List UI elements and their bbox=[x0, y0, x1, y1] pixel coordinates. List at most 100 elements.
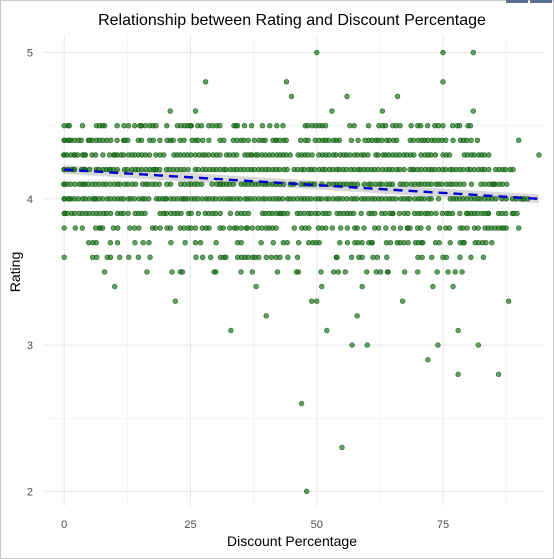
data-point bbox=[273, 225, 279, 231]
data-point bbox=[79, 225, 85, 231]
data-point bbox=[86, 166, 93, 173]
data-point bbox=[334, 254, 340, 261]
data-point bbox=[200, 137, 206, 144]
data-point bbox=[342, 269, 349, 275]
data-point bbox=[390, 225, 397, 231]
data-point bbox=[440, 122, 446, 129]
data-point bbox=[408, 122, 414, 129]
data-point bbox=[192, 240, 199, 246]
data-point bbox=[309, 152, 315, 158]
data-point bbox=[233, 122, 239, 129]
data-point bbox=[72, 225, 78, 231]
data-point bbox=[278, 210, 285, 217]
data-point bbox=[425, 225, 432, 231]
data-point bbox=[230, 181, 237, 187]
data-point bbox=[490, 181, 497, 187]
data-point bbox=[121, 122, 127, 129]
data-point bbox=[140, 240, 146, 246]
data-point bbox=[316, 240, 322, 246]
data-point bbox=[502, 166, 509, 173]
data-point bbox=[227, 225, 233, 231]
data-point bbox=[354, 196, 360, 202]
data-point bbox=[457, 254, 463, 261]
data-point bbox=[475, 225, 481, 231]
data-point bbox=[61, 196, 67, 202]
data-point bbox=[336, 137, 343, 144]
data-point bbox=[263, 254, 269, 261]
data-point bbox=[314, 49, 320, 56]
data-point bbox=[516, 137, 522, 144]
data-point bbox=[120, 152, 127, 158]
data-point bbox=[91, 196, 98, 202]
data-point bbox=[112, 152, 118, 158]
data-point bbox=[407, 196, 413, 202]
data-point bbox=[459, 269, 465, 275]
data-point bbox=[480, 254, 487, 261]
data-point bbox=[66, 196, 72, 202]
data-point bbox=[436, 240, 443, 246]
data-point bbox=[410, 137, 417, 144]
data-point bbox=[238, 269, 244, 275]
data-point bbox=[79, 122, 86, 129]
data-point bbox=[288, 93, 295, 100]
data-point bbox=[429, 254, 435, 261]
data-point bbox=[192, 108, 199, 114]
data-point bbox=[61, 137, 67, 144]
data-point bbox=[369, 240, 375, 246]
data-point bbox=[379, 181, 385, 187]
data-point bbox=[333, 152, 339, 158]
data-point bbox=[354, 181, 361, 187]
data-point bbox=[481, 166, 488, 173]
data-point bbox=[217, 152, 223, 158]
data-point bbox=[329, 108, 335, 114]
data-point bbox=[387, 240, 394, 246]
x-tick-label: 75 bbox=[437, 519, 449, 531]
data-point bbox=[162, 196, 168, 202]
data-point bbox=[178, 210, 184, 217]
data-point bbox=[420, 240, 426, 246]
data-point bbox=[455, 327, 461, 334]
data-point bbox=[120, 196, 127, 202]
data-point bbox=[249, 269, 256, 275]
data-point bbox=[435, 342, 441, 348]
data-point bbox=[78, 137, 85, 144]
data-point bbox=[81, 152, 88, 158]
data-point bbox=[120, 210, 127, 217]
data-point bbox=[256, 254, 262, 261]
data-point bbox=[262, 137, 268, 144]
data-point bbox=[365, 122, 372, 129]
data-point bbox=[297, 137, 304, 144]
data-point bbox=[382, 210, 389, 217]
data-point bbox=[428, 181, 435, 187]
data-point bbox=[350, 210, 357, 217]
data-point bbox=[270, 240, 276, 246]
data-point bbox=[500, 225, 507, 231]
data-point bbox=[326, 196, 332, 202]
x-axis-title: Discount Percentage bbox=[227, 533, 357, 549]
data-point bbox=[284, 166, 290, 173]
data-point bbox=[181, 137, 187, 144]
data-point bbox=[474, 137, 481, 144]
data-point bbox=[277, 254, 283, 261]
data-point bbox=[273, 137, 280, 144]
data-point bbox=[283, 137, 289, 144]
data-point bbox=[510, 210, 517, 217]
data-point bbox=[536, 152, 542, 158]
data-point bbox=[326, 210, 332, 217]
data-point bbox=[172, 298, 179, 304]
data-point bbox=[377, 269, 384, 275]
data-point bbox=[157, 225, 163, 231]
data-point bbox=[399, 298, 406, 304]
data-point bbox=[446, 225, 453, 231]
data-point bbox=[440, 79, 446, 85]
data-point bbox=[418, 122, 424, 129]
data-point bbox=[131, 196, 138, 202]
data-point bbox=[188, 210, 194, 217]
data-point bbox=[207, 254, 214, 261]
data-point bbox=[450, 283, 456, 290]
data-point bbox=[365, 152, 371, 158]
data-point bbox=[421, 196, 427, 202]
data-point bbox=[284, 240, 290, 246]
data-point bbox=[245, 254, 251, 261]
